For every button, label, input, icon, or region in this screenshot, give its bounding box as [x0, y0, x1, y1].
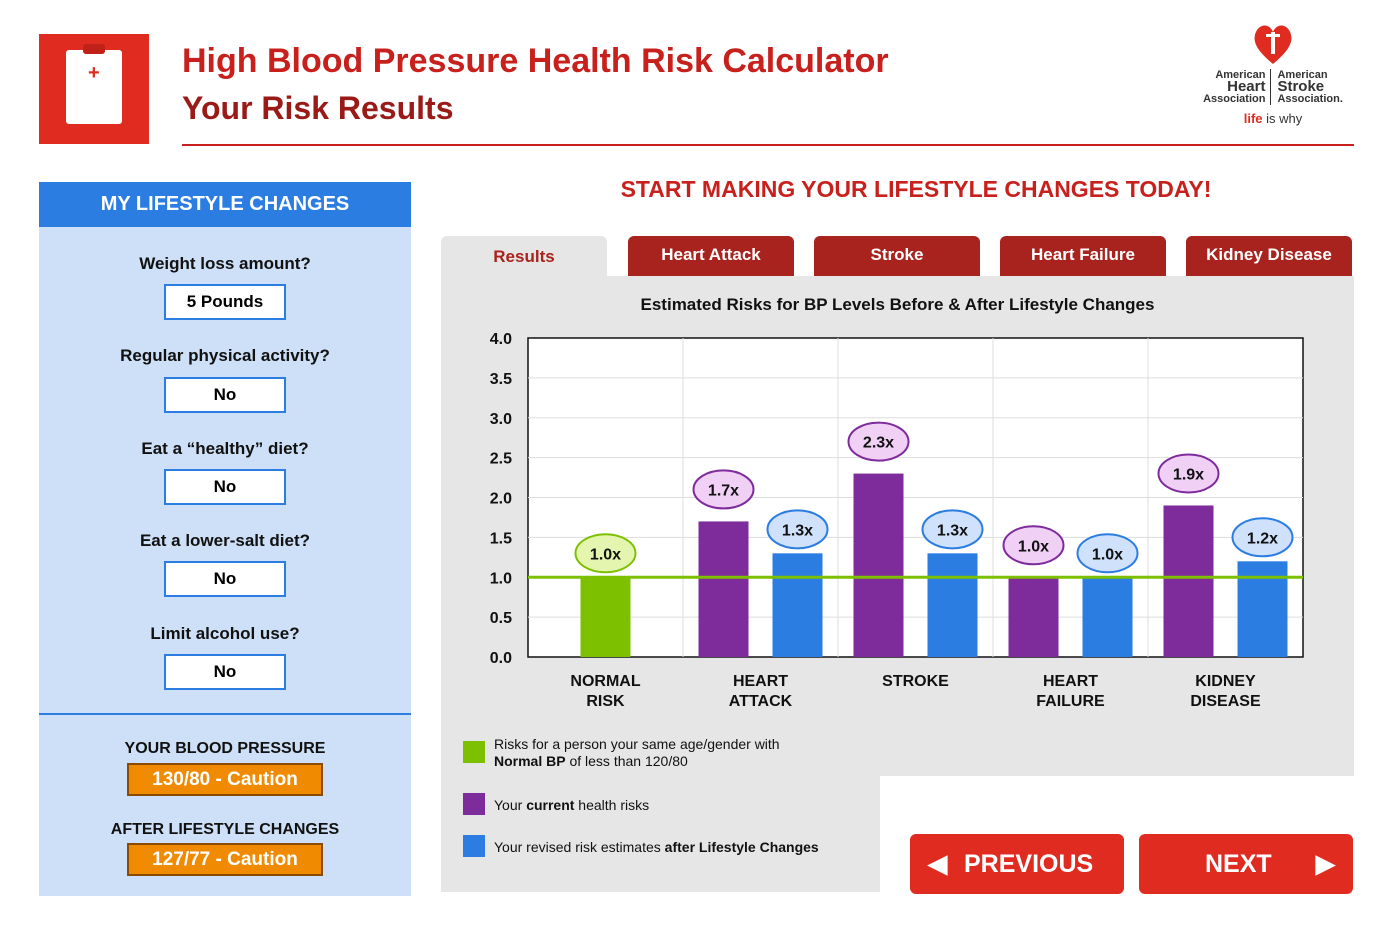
sidebar-heading: MY LIFESTYLE CHANGES	[39, 182, 411, 227]
question-alcohol: Limit alcohol use?	[150, 624, 300, 643]
bar-after-lifestyle-changes	[1237, 561, 1288, 657]
data-label: 1.0x	[1018, 538, 1049, 555]
risk-chart: 0.0 0.5 1.0 1.5 2.0 2.5 3.0 3.5 4.0 NORMAL RISK 1.0…	[490, 331, 1304, 710]
tab-kidney-disease[interactable]: Kidney Disease	[1186, 236, 1352, 276]
data-label-bubble	[921, 509, 984, 550]
data-label-bubble	[692, 469, 755, 510]
question-low-salt: Eat a lower-salt diet?	[139, 531, 311, 550]
page-title: High Blood Pressure Health Risk Calculat…	[182, 42, 889, 80]
next-button[interactable]: NEXT ▶	[1139, 834, 1353, 894]
x-tick-label: DISEASE	[1190, 693, 1261, 710]
bp-label: YOUR BLOOD PRESSURE	[124, 740, 326, 757]
aha-logo: American Heart Association American Stroke A…	[1188, 18, 1358, 126]
x-tick-label: NORMAL	[570, 673, 640, 690]
data-label: 1.9x	[1173, 466, 1204, 483]
data-label: 1.2x	[1247, 530, 1278, 547]
tab-heart-attack[interactable]: Heart Attack	[628, 236, 794, 276]
data-label-bubble	[847, 421, 910, 462]
x-tick-label: ATTACK	[729, 693, 793, 710]
question-weight-loss: Weight loss amount?	[139, 254, 311, 273]
y-tick-label: 3.5	[490, 371, 512, 388]
data-label-bubble	[1076, 533, 1139, 574]
data-label: 2.3x	[863, 435, 894, 452]
data-label: 1.0x	[1092, 546, 1123, 563]
legend-current: Your current health risks	[494, 797, 650, 813]
data-label: 1.7x	[708, 482, 739, 499]
headline: START MAKING YOUR LIFESTYLE CHANGES TODA…	[620, 176, 1212, 202]
y-tick-label: 2.5	[490, 451, 512, 468]
y-tick-label: 3.0	[490, 411, 512, 428]
bar-after-lifestyle-changes	[772, 553, 823, 657]
bar-current	[853, 473, 904, 657]
legend-swatch-after	[463, 835, 485, 857]
activity-select[interactable]: No	[164, 377, 286, 413]
legend-after: Your revised risk estimates after Lifest…	[494, 839, 819, 855]
weight-loss-select[interactable]: 5 Pounds	[164, 284, 286, 320]
healthy-diet-select[interactable]: No	[164, 469, 286, 505]
page-subtitle: Your Risk Results	[182, 90, 454, 126]
legend-normal: Risks for a person your same age/gender …	[494, 736, 780, 769]
question-activity: Regular physical activity?	[120, 346, 330, 365]
data-label-bubble	[1231, 517, 1294, 558]
legend-swatch-current	[463, 793, 485, 815]
data-label-bubble	[1157, 453, 1220, 494]
question-healthy-diet: Eat a “healthy” diet?	[141, 439, 309, 458]
x-tick-label: HEART	[733, 673, 788, 690]
tab-heart-failure[interactable]: Heart Failure	[1000, 236, 1166, 276]
y-tick-label: 4.0	[490, 331, 512, 348]
previous-button[interactable]: ◀ PREVIOUS	[910, 834, 1124, 894]
y-tick-label: 2.0	[490, 491, 512, 508]
chart-title: Estimated Risks for BP Levels Before & A…	[640, 295, 1155, 314]
legend-swatch-normal	[463, 741, 485, 763]
legend-panel	[441, 776, 880, 892]
y-tick-label: 1.5	[490, 530, 512, 547]
bar-after-lifestyle-changes	[927, 553, 978, 657]
data-label: 1.3x	[782, 522, 813, 539]
calculator-logo: +	[39, 34, 149, 144]
arrow-left-icon: ◀	[928, 850, 948, 878]
bar-current	[1163, 505, 1214, 657]
divider	[39, 713, 411, 715]
data-label-bubble	[1002, 525, 1065, 566]
y-tick-label: 1.0	[490, 570, 512, 587]
alcohol-select[interactable]: No	[164, 654, 286, 690]
after-value-badge: 127/77 - Caution	[127, 843, 323, 876]
arrow-right-icon: ▶	[1315, 850, 1335, 878]
bar-after-lifestyle-changes	[1082, 577, 1133, 657]
after-label: AFTER LIFESTYLE CHANGES	[110, 821, 340, 838]
data-label: 1.0x	[590, 546, 621, 563]
x-tick-label: HEART	[1043, 673, 1098, 690]
data-label-bubble	[574, 533, 637, 574]
divider	[182, 144, 1354, 146]
tab-stroke[interactable]: Stroke	[814, 236, 980, 276]
data-label: 1.3x	[937, 522, 968, 539]
tab-results[interactable]: Results	[441, 236, 607, 277]
bp-value-badge: 130/80 - Caution	[127, 763, 323, 796]
low-salt-select[interactable]: No	[164, 561, 286, 597]
bar-current	[698, 521, 749, 657]
x-tick-label: STROKE	[882, 673, 949, 690]
x-tick-label: FAILURE	[1036, 693, 1105, 710]
lifestyle-panel: Weight loss amount? 5 Pounds Regular phy…	[39, 227, 411, 896]
bar-current	[1008, 577, 1059, 657]
x-tick-label: KIDNEY	[1195, 673, 1256, 690]
data-label-bubble	[766, 509, 829, 550]
bar-normal-bp	[580, 577, 631, 657]
y-tick-label: 0.0	[490, 650, 512, 667]
y-tick-label: 0.5	[490, 610, 512, 627]
x-tick-label: RISK	[586, 693, 625, 710]
